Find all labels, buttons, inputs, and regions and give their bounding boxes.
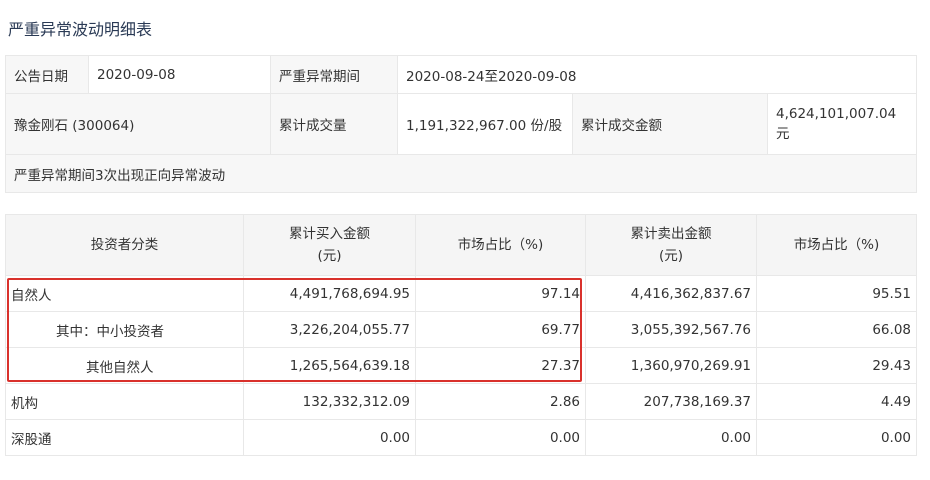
buy-amount-cell: 132,332,312.09 <box>243 383 416 420</box>
category-cell: 自然人 <box>5 275 244 312</box>
buy-amount-cell: 3,226,204,055.77 <box>243 311 416 348</box>
category-cell: 其他自然人 <box>5 347 244 384</box>
buy-share-cell: 69.77 <box>415 311 586 348</box>
sell-share-cell: 66.08 <box>756 311 917 348</box>
announce-date-label: 公告日期 <box>5 55 89 94</box>
header-category: 投资者分类 <box>5 214 244 276</box>
buy-amount-cell: 1,265,564,639.18 <box>243 347 416 384</box>
sell-share-cell: 4.49 <box>756 383 917 420</box>
sell-amount-cell: 207,738,169.37 <box>585 383 757 420</box>
buy-share-cell: 0.00 <box>415 419 586 456</box>
buy-share-cell: 2.86 <box>415 383 586 420</box>
volume: 1,191,322,967.00 份/股 <box>397 93 573 155</box>
buy-amount-cell: 0.00 <box>243 419 416 456</box>
sell-share-cell: 0.00 <box>756 419 917 456</box>
period: 2020-08-24至2020-09-08 <box>396 55 918 94</box>
table-row: 其中：中小投资者 3,226,204,055.77 69.77 3,055,392,5… <box>5 311 917 348</box>
header-sell-share: 市场占比（%) <box>756 214 917 276</box>
summary-table: 公告日期 2020-09-08 严重异常期间 2020-08-24至2020-0… <box>4 55 918 193</box>
sell-amount-cell: 1,360,970,269.91 <box>585 347 757 384</box>
table-row: 其他自然人 1,265,564,639.18 27.37 1,360,970,269.… <box>5 347 917 384</box>
category-cell: 机构 <box>5 383 244 420</box>
sell-share-cell: 95.51 <box>756 275 917 312</box>
header-buy-share: 市场占比（%) <box>415 214 586 276</box>
table-row: 机构 132,332,312.09 2.86 207,738,169.37 4.49 <box>5 383 917 420</box>
sell-amount-cell: 3,055,392,567.76 <box>585 311 757 348</box>
category-cell: 其中：中小投资者 <box>5 311 244 348</box>
sell-share-cell: 29.43 <box>756 347 917 384</box>
table-row: 深股通 0.00 0.00 0.00 0.00 <box>5 419 917 456</box>
volume-label: 累计成交量 <box>270 93 398 155</box>
category-cell: 深股通 <box>5 419 244 456</box>
amount: 4,624,101,007.04 元 <box>766 93 918 155</box>
page-title: 严重异常波动明细表 <box>8 20 153 39</box>
detail-table: 投资者分类 累计买入金额(元) 市场占比（%) 累计卖出金额(元) 市场占比（%… <box>5 214 917 456</box>
announce-date: 2020-09-08 <box>88 55 271 94</box>
period-label: 严重异常期间 <box>270 55 398 94</box>
stock-name: 豫金刚石 (300064) <box>5 93 271 155</box>
buy-amount-cell: 4,491,768,694.95 <box>243 275 416 312</box>
sell-amount-cell: 4,416,362,837.67 <box>585 275 757 312</box>
buy-share-cell: 97.14 <box>415 275 586 312</box>
buy-share-cell: 27.37 <box>415 347 586 384</box>
table-row: 自然人 4,491,768,694.95 97.14 4,416,362,837.67… <box>5 275 917 312</box>
header-sell-amount: 累计卖出金额(元) <box>585 214 757 276</box>
header-buy-amount: 累计买入金额(元) <box>243 214 416 276</box>
sell-amount-cell: 0.00 <box>585 419 757 456</box>
note: 严重异常期间3次出现正向异常波动 <box>4 154 918 193</box>
amount-label: 累计成交金额 <box>572 93 768 155</box>
